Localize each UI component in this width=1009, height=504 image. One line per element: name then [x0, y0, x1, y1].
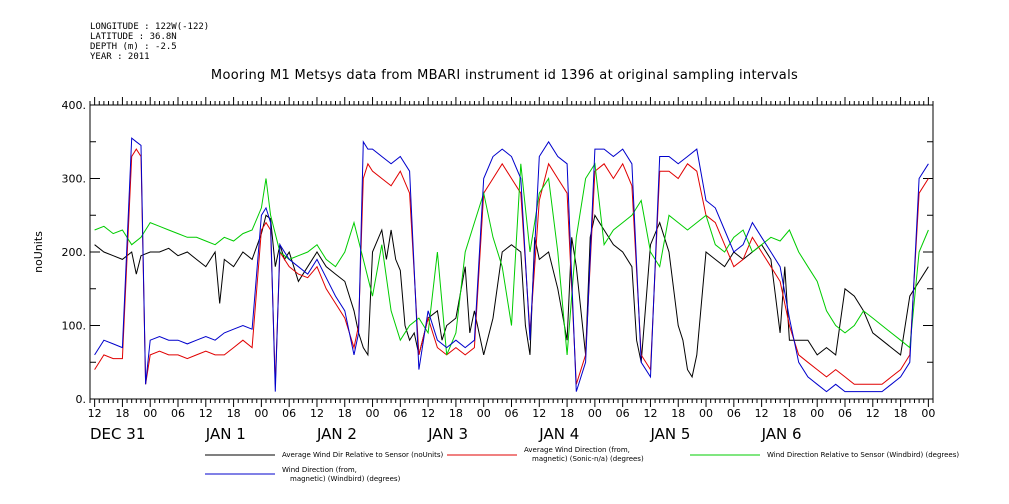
legend-label-4: magnetic) (Windbird) (degrees) [290, 475, 401, 483]
y-tick-label: 100. [62, 320, 87, 333]
x-tick-label: 18 [894, 407, 908, 420]
x-tick-label: 06 [727, 407, 741, 420]
x-tick-label: 06 [505, 407, 519, 420]
legend-label-2: Average Wind Direction (from, [524, 446, 630, 454]
legend-label-1: Average Wind Dir Relative to Sensor (noU… [282, 451, 443, 459]
y-tick-label: 300. [62, 173, 87, 186]
x-tick-label: 00 [810, 407, 824, 420]
y-tick-label: 400. [62, 99, 87, 112]
date-label: JAN 3 [427, 425, 468, 443]
axis-labels: 12 18 00 06 12 18 00 06 12 18 00 06 12 18 00 06 12 18 00 06… [32, 99, 935, 443]
x-tick-label: 00 [143, 407, 157, 420]
x-tick-label: 06 [282, 407, 296, 420]
year-label: YEAR : 2011 [90, 52, 150, 62]
y-tick-label: 200. [62, 246, 87, 259]
legend: Average Wind Dir Relative to Sensor (noU… [205, 446, 959, 483]
x-tick-label: 12 [421, 407, 435, 420]
x-tick-label: 12 [199, 407, 213, 420]
metadata-block: LONGITUDE : 122W(-122) LATITUDE : 36.8N … [90, 22, 209, 62]
y-axis-label: noUnits [32, 231, 45, 273]
date-label: JAN 2 [316, 425, 357, 443]
x-tick-label: 18 [560, 407, 574, 420]
plot-area [94, 137, 929, 393]
x-tick-label: 18 [338, 407, 352, 420]
x-tick-label: 00 [921, 407, 935, 420]
chart-title: Mooring M1 Metsys data from MBARI instru… [210, 68, 799, 83]
x-tick-label: 18 [782, 407, 796, 420]
date-label: JAN 1 [205, 425, 246, 443]
latitude-label: LATITUDE : 36.8N [90, 32, 177, 42]
series-line-2 [94, 148, 929, 385]
x-tick-label: 18 [115, 407, 129, 420]
date-label: JAN 4 [538, 425, 579, 443]
x-tick-label: 00 [477, 407, 491, 420]
x-tick-label: 00 [254, 407, 268, 420]
x-tick-label: 12 [866, 407, 880, 420]
x-tick-label: 06 [393, 407, 407, 420]
date-label: JAN 5 [649, 425, 690, 443]
x-tick-label: 12 [88, 407, 102, 420]
x-tick-label: 00 [366, 407, 380, 420]
x-tick-label: 18 [227, 407, 241, 420]
x-tick-label: 06 [616, 407, 630, 420]
x-tick-label: 12 [755, 407, 769, 420]
x-tick-label: 18 [671, 407, 685, 420]
y-tick-label: 0. [76, 393, 87, 406]
x-tick-label: 00 [588, 407, 602, 420]
series-line-4 [94, 137, 929, 393]
depth-label: DEPTH (m) : -2.5 [90, 42, 177, 52]
series-line-1 [94, 213, 929, 379]
x-tick-label: 06 [171, 407, 185, 420]
x-tick-label: 12 [532, 407, 546, 420]
axis-ticks [89, 97, 934, 407]
legend-label-2: magnetic) (Sonic-n/a) (degrees) [532, 455, 644, 463]
legend-label-3: Wind Direction Relative to Sensor (Windb… [767, 451, 959, 459]
date-label: JAN 6 [761, 425, 802, 443]
series-line-3 [94, 162, 929, 356]
x-tick-label: 06 [838, 407, 852, 420]
x-tick-label: 00 [699, 407, 713, 420]
legend-label-4: Wind Direction (from, [282, 466, 357, 474]
x-tick-label: 18 [449, 407, 463, 420]
x-tick-label: 12 [643, 407, 657, 420]
date-label: DEC 31 [90, 425, 145, 443]
x-tick-label: 12 [310, 407, 324, 420]
longitude-label: LONGITUDE : 122W(-122) [90, 22, 210, 32]
